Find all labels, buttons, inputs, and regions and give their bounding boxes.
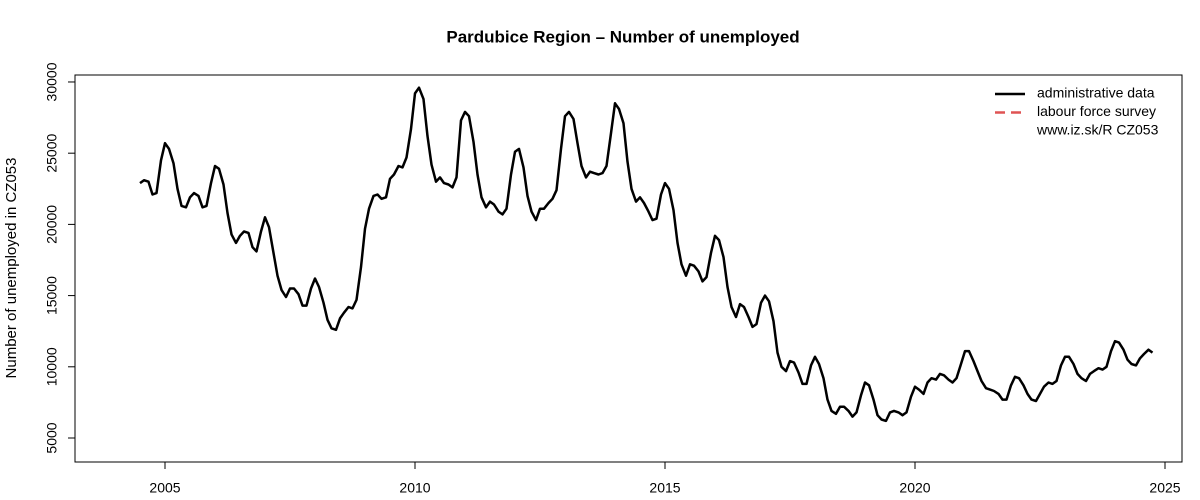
data-line: [139, 86, 1154, 423]
x-tick-label: 2025: [1149, 480, 1180, 496]
source-note: www.iz.sk/R CZ053: [1036, 122, 1159, 138]
legend-label: administrative data: [1037, 85, 1155, 101]
x-tick-label: 2010: [399, 480, 430, 496]
x-tick-label: 2020: [899, 480, 930, 496]
plot-box: [74, 74, 1183, 463]
y-tick-label: 30000: [44, 62, 60, 101]
legend-label: labour force survey: [1037, 103, 1156, 119]
y-tick-label: 20000: [44, 205, 60, 244]
y-tick-label: 10000: [44, 347, 60, 386]
y-tick-label: 25000: [44, 134, 60, 173]
x-tick-label: 2015: [649, 480, 680, 496]
chart-title: Pardubice Region – Number of unemployed: [446, 27, 799, 46]
x-tick-label: 2005: [149, 480, 180, 496]
y-axis-label: Number of unemployed in CZ053: [3, 158, 20, 379]
y-tick-label: 5000: [44, 422, 60, 453]
y-tick-label: 15000: [44, 276, 60, 315]
